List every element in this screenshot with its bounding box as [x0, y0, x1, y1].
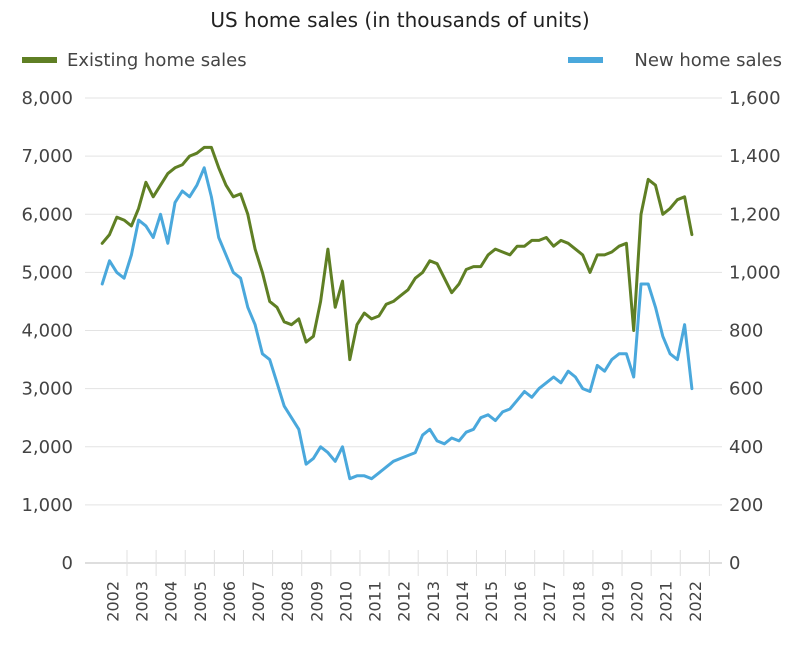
existing-home-sales-line: [100, 145, 694, 362]
x-tick-label: 2016: [511, 581, 530, 622]
legend-label-existing: Existing home sales: [67, 50, 247, 71]
left-axis: 0 1,000 2,000 3,000 4,000 5,000 6,000 7,000 8,00…: [21, 88, 73, 574]
right-tick-label: 200: [729, 495, 763, 516]
x-tick-label: 2005: [191, 581, 210, 622]
x-tick-label: 2012: [395, 581, 414, 622]
x-tick-label: 2006: [220, 581, 239, 622]
x-tick-label: 2022: [686, 581, 705, 622]
right-tick-label: 1,200: [729, 204, 781, 225]
right-tick-label: 0: [729, 553, 740, 574]
x-tick-label: 2009: [307, 581, 326, 622]
x-tick-label: 2010: [336, 581, 355, 622]
x-tick-label: 2002: [103, 581, 122, 622]
chart-title: US home sales (in thousands of units): [210, 8, 589, 32]
legend-swatch-new: [568, 57, 603, 63]
left-tick-label: 1,000: [21, 495, 73, 516]
x-tick-label: 2004: [162, 581, 181, 622]
left-tick-label: 6,000: [21, 204, 73, 225]
left-tick-label: 8,000: [21, 88, 73, 109]
series-lines: [100, 145, 694, 481]
right-tick-label: 800: [729, 321, 763, 342]
right-tick-label: 1,000: [729, 262, 781, 283]
legend: Existing home sales New home sales: [22, 50, 782, 71]
x-tick-label: 2008: [278, 581, 297, 622]
x-tick-label: 2020: [628, 581, 647, 622]
right-tick-label: 1,400: [729, 146, 781, 167]
left-tick-label: 3,000: [21, 379, 73, 400]
right-tick-label: 400: [729, 437, 763, 458]
x-tick-label: 2013: [424, 581, 443, 622]
left-tick-label: 4,000: [21, 321, 73, 342]
x-tick-label: 2019: [598, 581, 617, 622]
x-axis: 2002 2003 2004 2005 2006 2007 2008 2009 2010 2011…: [103, 550, 710, 622]
x-tick-label: 2021: [657, 581, 676, 622]
x-tick-label: 2015: [482, 581, 501, 622]
x-tick-label: 2003: [133, 581, 152, 622]
right-axis: 0 200 400 600 800 1,000 1,200 1,400 1,600: [729, 88, 781, 574]
new-home-sales-line: [100, 166, 694, 481]
x-tick-label: 2018: [569, 581, 588, 622]
x-tick-label: 2017: [540, 581, 559, 622]
left-tick-label: 5,000: [21, 262, 73, 283]
right-tick-label: 1,600: [729, 88, 781, 109]
left-tick-label: 0: [62, 553, 73, 574]
legend-label-new: New home sales: [634, 50, 782, 71]
right-tick-label: 600: [729, 379, 763, 400]
legend-swatch-existing: [22, 57, 57, 63]
left-tick-label: 7,000: [21, 146, 73, 167]
gridlines: [85, 97, 722, 564]
x-tick-label: 2011: [366, 581, 385, 622]
x-tick-label: 2007: [249, 581, 268, 622]
left-tick-label: 2,000: [21, 437, 73, 458]
x-tick-label: 2014: [453, 581, 472, 622]
